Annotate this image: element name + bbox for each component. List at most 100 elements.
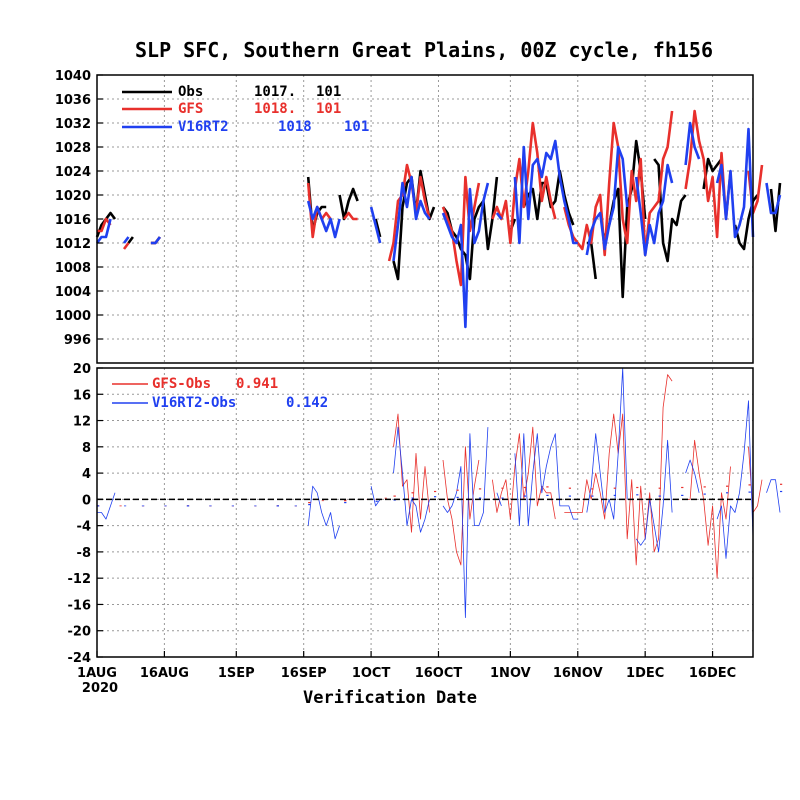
series-line-v16rt2-obs xyxy=(393,426,430,533)
series-line-obs xyxy=(374,218,382,238)
legend-v16-obs-label: V16RT2-Obs xyxy=(152,395,236,411)
x-tick-label: 16AUG xyxy=(140,666,189,681)
legend-v16-obs-stat: 0.142 xyxy=(286,395,328,411)
y-tick-label: -20 xyxy=(68,625,92,640)
series-line-v16rt2 xyxy=(634,163,674,257)
series-line-obs xyxy=(702,157,723,190)
y-tick-label: 1040 xyxy=(55,69,91,84)
y-tick-label: 1008 xyxy=(55,261,91,276)
series-line-gfs xyxy=(97,217,112,233)
y-tick-label: 1036 xyxy=(55,93,91,108)
y-tick-label: -24 xyxy=(68,651,92,666)
series-line-gfs xyxy=(122,242,130,250)
series-line-v16rt2-obs xyxy=(635,439,673,553)
y-tick-label: -8 xyxy=(77,546,91,561)
series-line-v16rt2-obs xyxy=(716,400,754,559)
series-line-obs xyxy=(127,236,134,244)
series-line-gfs xyxy=(491,121,557,245)
y-tick-label: 1024 xyxy=(55,165,91,180)
series-line-gfs-obs xyxy=(393,413,430,533)
legend-v16-label: V16RT2 xyxy=(178,119,229,135)
series-line-v16rt2-obs xyxy=(685,459,700,493)
y-tick-label: 1028 xyxy=(55,141,91,156)
series-line-v16rt2 xyxy=(392,175,431,262)
bottom-frame xyxy=(96,367,754,658)
legend-gfs-label: GFS xyxy=(178,101,203,117)
series-line-v16rt2-obs xyxy=(442,427,489,618)
bottom-grid xyxy=(97,368,753,657)
y-tick-label: 0 xyxy=(82,493,91,508)
series-line-v16rt2 xyxy=(715,127,755,239)
series-line-v16rt2 xyxy=(513,139,578,245)
legend-obs-label: Obs xyxy=(178,84,203,100)
series-line-obs xyxy=(733,194,759,251)
y-tick-label: 8 xyxy=(82,441,91,456)
x-tick-label: 16NOV xyxy=(553,666,603,681)
legend-obs-stat1: 1017. xyxy=(254,84,296,100)
chart-title: SLP SFC, Southern Great Plains, 00Z cycl… xyxy=(135,38,713,62)
x-axis-label: Verification Date xyxy=(303,688,477,708)
series-line-obs xyxy=(338,187,359,221)
legend-gfs-stat2: 101 xyxy=(316,101,341,117)
legend-gfs-stat1: 1018. xyxy=(254,101,296,117)
x-ticks: 1AUG 16AUG 1SEP 16SEP 1OCT 16OCT 1NOV 16NOV 1DEC… xyxy=(77,651,736,681)
top-legend: Obs 1017. 101 GFS 1018. 101 V16RT2 1018 … xyxy=(122,84,369,135)
y-tick-label: 1016 xyxy=(55,213,91,228)
y-tick-label: -16 xyxy=(68,598,92,613)
series-line-v16rt2-obs xyxy=(586,367,628,520)
x-tick-label: 16SEP xyxy=(281,666,327,681)
legend-v16-stat1: 1018 xyxy=(278,119,312,135)
y-tick-label: 12 xyxy=(73,415,91,430)
series-line-v16rt2 xyxy=(122,236,130,244)
series-line-v16rt2 xyxy=(306,200,341,239)
bottom-y-ticks: -24 -20 -16 -12 -8 -4 0 4 8 12 16 20 xyxy=(68,362,103,666)
y-tick-label: 20 xyxy=(73,362,91,377)
bottom-panel: -24 -20 -16 -12 -8 -4 0 4 8 12 16 20 GFS-Obs 0.941 … xyxy=(68,362,783,666)
series-line-v16rt2 xyxy=(495,212,503,220)
series-line-obs xyxy=(769,182,782,233)
series-line-v16rt2-obs xyxy=(766,479,781,513)
series-line-v16rt2-obs xyxy=(370,486,381,507)
legend-v16-stat2: 101 xyxy=(344,119,369,135)
series-line-v16rt2-obs xyxy=(496,492,502,507)
series-line-gfs-obs xyxy=(685,439,731,579)
y-tick-label: 16 xyxy=(73,388,91,403)
series-line-v16rt2 xyxy=(765,182,782,215)
y-tick-label: -4 xyxy=(77,520,91,535)
legend-gfs-obs-stat: 0.941 xyxy=(236,376,278,392)
legend-obs-stat2: 101 xyxy=(316,84,341,100)
top-panel: 996 1000 1004 1008 1012 1016 1020 1024 1028 1032 1… xyxy=(55,69,782,364)
x-tick-label: 1SEP xyxy=(218,666,255,681)
top-y-ticks: 996 1000 1004 1008 1012 1016 1020 1024 1028 1032 1… xyxy=(55,69,103,348)
x-tick-label: 1AUG xyxy=(77,666,117,681)
bottom-series xyxy=(97,367,783,618)
series-line-obs xyxy=(653,158,687,263)
series-line-v16rt2 xyxy=(95,218,112,244)
series-line-v16rt2 xyxy=(441,182,490,329)
legend-gfs-obs-label: GFS-Obs xyxy=(152,376,211,392)
y-tick-label: 996 xyxy=(64,333,91,348)
top-series xyxy=(95,109,782,329)
x-tick-label: 1DEC xyxy=(626,666,664,681)
series-line-v16rt2 xyxy=(684,121,701,166)
x-tick-label: 1OCT xyxy=(352,666,391,681)
y-tick-label: 1004 xyxy=(55,285,91,300)
series-line-v16rt2 xyxy=(369,206,382,244)
y-tick-label: 1032 xyxy=(55,117,91,132)
series-line-v16rt2-obs xyxy=(307,485,340,540)
series-line-v16rt2-obs xyxy=(97,492,116,520)
y-tick-label: 1000 xyxy=(55,309,91,324)
x-tick-label: 16OCT xyxy=(415,666,463,681)
x-year-label: 2020 xyxy=(82,681,118,696)
x-tick-label: 16DEC xyxy=(689,666,736,681)
y-tick-label: 1012 xyxy=(55,237,91,252)
series-line-gfs xyxy=(343,211,358,221)
series-line-gfs xyxy=(387,163,431,262)
series-line-v16rt2 xyxy=(585,145,629,256)
series-line-v16rt2 xyxy=(150,236,161,245)
y-tick-label: 1020 xyxy=(55,189,91,204)
series-line-v16rt2-obs xyxy=(514,433,578,526)
y-tick-label: -12 xyxy=(68,572,92,587)
y-tick-label: 4 xyxy=(82,467,91,482)
